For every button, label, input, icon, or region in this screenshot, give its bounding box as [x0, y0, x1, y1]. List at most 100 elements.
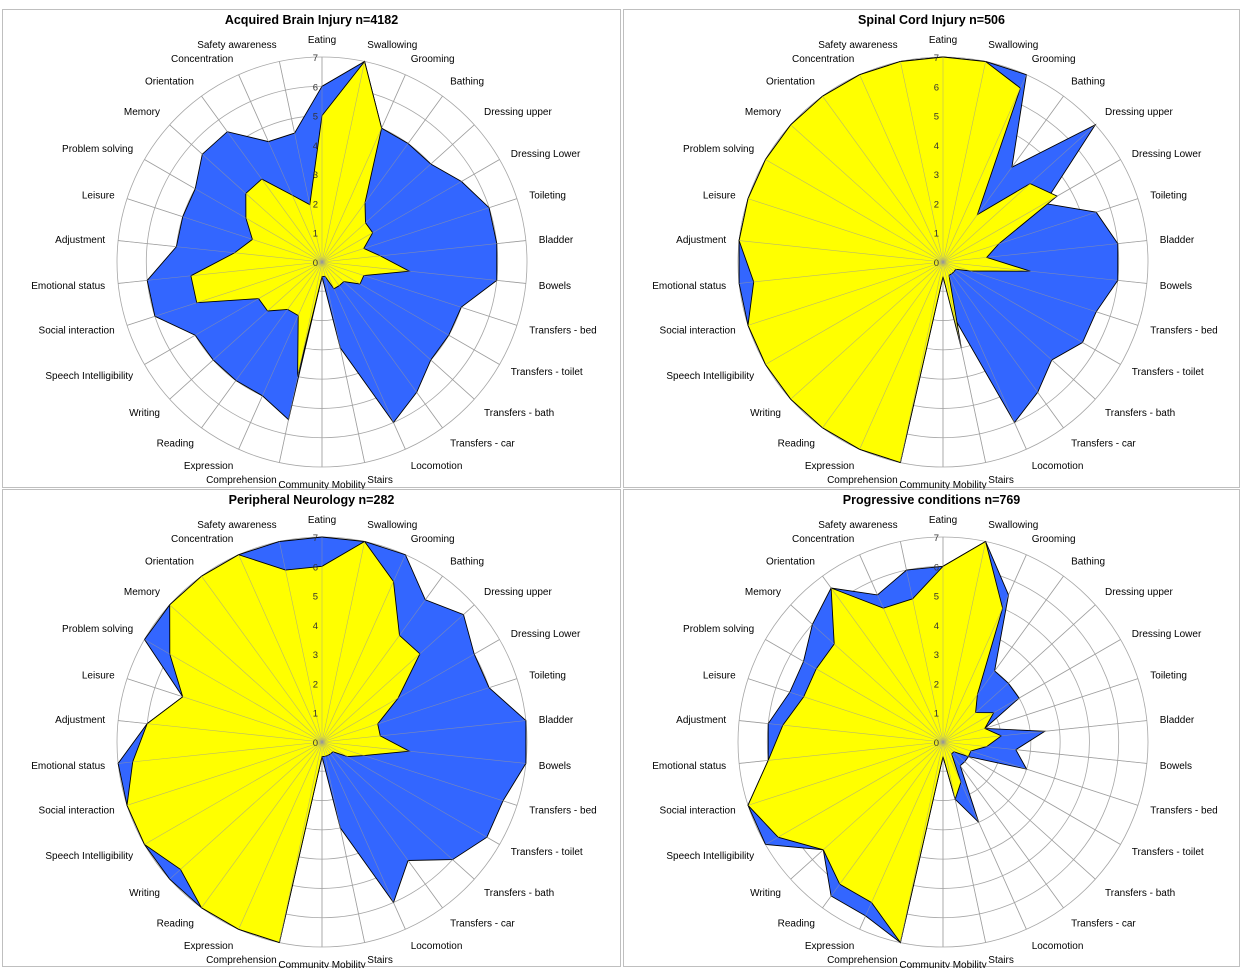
category-label: Transfers - car — [1071, 918, 1136, 929]
spoke-overlay — [900, 61, 944, 263]
category-label: Writing — [750, 408, 781, 419]
category-label: Eating — [308, 515, 336, 526]
spoke-overlay — [942, 261, 1027, 450]
chart-title: Peripheral Neurology n=282 — [228, 493, 395, 507]
spoke-overlay — [169, 741, 323, 880]
category-label: Bathing — [450, 557, 484, 568]
tick-label: 1 — [934, 709, 939, 720]
tick-label: 1 — [934, 229, 939, 240]
spoke-overlay — [942, 74, 1027, 263]
spoke-overlay — [942, 261, 1139, 326]
tick-label: 2 — [313, 679, 318, 690]
category-label: Transfers - bed — [1150, 325, 1217, 336]
spoke-overlay — [321, 261, 518, 326]
category-label: Locomotion — [1032, 461, 1084, 472]
spoke-overlay — [321, 554, 406, 743]
category-label: Orientation — [145, 557, 194, 568]
spoke-overlay — [942, 198, 1139, 263]
category-label: Community Mobility — [278, 480, 365, 489]
spoke-overlay — [822, 741, 944, 909]
spoke-overlay — [321, 95, 443, 263]
category-label: Concentration — [792, 534, 854, 545]
spoke-overlay — [118, 261, 323, 284]
spoke-overlay — [321, 741, 526, 764]
spoke-overlay — [942, 541, 986, 743]
tick-label: 0 — [313, 258, 318, 269]
category-label: Eating — [929, 35, 957, 46]
tick-label: 0 — [934, 258, 939, 269]
category-label: Bathing — [1071, 77, 1105, 88]
spoke-overlay — [279, 741, 323, 943]
category-label: Adjustment — [676, 715, 726, 726]
category-label: Transfers - bed — [529, 325, 596, 336]
spoke-overlay — [859, 554, 944, 743]
spoke-overlay — [942, 261, 1147, 284]
category-label: Bathing — [1071, 557, 1105, 568]
category-label: Bladder — [1160, 715, 1195, 726]
spoke-overlay — [321, 261, 500, 365]
category-label: Concentration — [171, 534, 233, 545]
spoke-overlay — [739, 261, 944, 284]
category-label: Reading — [778, 918, 815, 929]
spoke-overlay — [238, 554, 323, 743]
spoke-overlay — [321, 678, 518, 743]
category-label: Swallowing — [367, 520, 417, 531]
spoke-overlay — [321, 261, 526, 284]
tick-label: 0 — [313, 738, 318, 749]
category-label: Transfers - toilet — [1132, 847, 1204, 858]
chart-title: Acquired Brain Injury n=4182 — [224, 13, 399, 27]
spoke-overlay — [144, 639, 323, 743]
category-label: Bowels — [539, 281, 571, 292]
tick-label: 5 — [313, 112, 318, 123]
category-label: Dressing upper — [484, 587, 552, 598]
category-label: Safety awareness — [818, 520, 898, 531]
category-label: Expression — [184, 941, 233, 952]
tick-label: 5 — [313, 592, 318, 603]
spoke-overlay — [942, 95, 1064, 263]
tick-label: 3 — [313, 170, 318, 181]
spoke-overlay — [942, 261, 986, 463]
category-label: Comprehension — [206, 955, 277, 966]
category-label: Problem solving — [683, 624, 754, 635]
spoke-overlay — [279, 541, 323, 743]
category-label: Expression — [805, 461, 854, 472]
tick-label: 7 — [313, 53, 318, 64]
chart-panel-spinal-cord-injury: Spinal Cord Injury n=506 0 1 2 3 4 5 6 7 Eating S… — [623, 9, 1240, 489]
category-label: Expression — [805, 941, 854, 952]
spoke-overlay — [321, 575, 443, 743]
spoke-overlay — [822, 95, 944, 263]
spoke-overlay — [279, 61, 323, 263]
category-label: Leisure — [703, 671, 736, 682]
category-label: Toileting — [1150, 191, 1187, 202]
category-label: Locomotion — [411, 461, 463, 472]
category-label: Reading — [778, 438, 815, 449]
category-label: Speech Intelligibility — [45, 371, 133, 382]
spoke-overlay — [790, 124, 944, 263]
tick-label: 2 — [934, 679, 939, 690]
spoke-overlay — [747, 678, 944, 743]
tick-label: 7 — [313, 533, 318, 544]
spoke-overlay — [201, 95, 323, 263]
category-label: Social interaction — [660, 805, 736, 816]
category-label: Toileting — [1150, 671, 1187, 682]
category-label: Stairs — [988, 955, 1014, 966]
category-label: Bowels — [539, 761, 571, 772]
category-label: Dressing Lower — [511, 629, 581, 640]
radar-chart: 0 1 2 3 4 5 6 7 Eating Swallowing Grooming Bathing D… — [31, 35, 596, 489]
tick-label: 4 — [934, 141, 939, 152]
spoke-overlay — [747, 198, 944, 263]
category-label: Concentration — [171, 54, 233, 65]
spoke-overlay — [321, 159, 500, 263]
tick-label: 0 — [934, 738, 939, 749]
category-label: Orientation — [145, 77, 194, 88]
spoke-overlay — [238, 74, 323, 263]
category-label: Leisure — [82, 671, 115, 682]
spoke-overlay — [942, 124, 1096, 263]
category-label: Swallowing — [988, 40, 1038, 51]
category-label: Swallowing — [988, 520, 1038, 531]
category-label: Dressing upper — [484, 107, 552, 118]
spoke-overlay — [942, 575, 1064, 743]
chart-title: Progressive conditions n=769 — [842, 493, 1021, 507]
radar-chart: 0 1 2 3 4 5 6 7 Eating Swallowing Grooming Bathing D… — [652, 35, 1217, 489]
